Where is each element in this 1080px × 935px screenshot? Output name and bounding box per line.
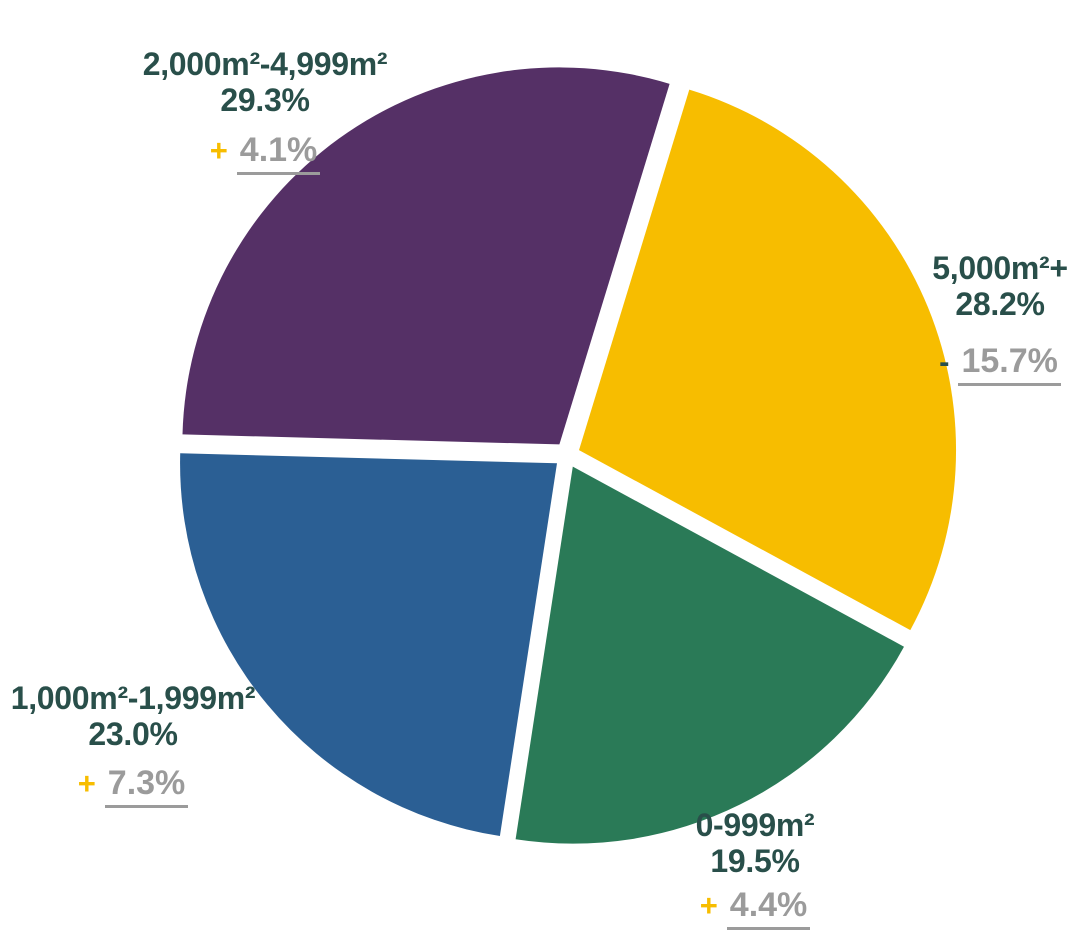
plus-icon: + [209, 133, 228, 168]
slice-change-row: -15.7% [890, 342, 1080, 386]
slice-change-value: 15.7% [958, 342, 1061, 386]
slice-change-value: 4.1% [236, 131, 321, 175]
slice-change-row: +4.1% [100, 131, 430, 175]
minus-icon: - [939, 344, 950, 379]
slice-percentage-label: 29.3% [220, 82, 310, 118]
pie-slice-5000-plus [579, 89, 957, 631]
slice-change-value: 7.3% [104, 764, 189, 808]
slice-change-value: 4.4% [726, 886, 811, 930]
slice-change-row: +7.3% [2, 764, 264, 808]
slice-change-row: +4.4% [624, 886, 886, 930]
slice-label-2000-4999: 2,000m²-4,999m² 29.3% +4.1% [100, 46, 430, 175]
plus-icon: + [77, 766, 96, 801]
slice-percentage-label: 19.5% [710, 843, 800, 879]
pie-slice-1000-1999 [180, 453, 558, 836]
slice-label-0-999: 0-999m² 19.5% +4.4% [624, 807, 886, 930]
slice-percentage-label: 28.2% [955, 286, 1045, 322]
pie-slice-2000-4999 [182, 67, 670, 445]
slice-label-5000-plus: 5,000m²+ 28.2% -15.7% [890, 250, 1080, 386]
slice-label-1000-1999: 1,000m²-1,999m² 23.0% +7.3% [2, 680, 264, 808]
plus-icon: + [699, 888, 718, 923]
slice-category-label: 2,000m²-4,999m² [142, 46, 388, 82]
pie-slice-0-999 [515, 466, 904, 844]
slice-percentage-label: 23.0% [88, 716, 178, 752]
slice-category-label: 1,000m²-1,999m² [10, 680, 256, 716]
slice-category-label: 5,000m²+ [932, 250, 1068, 286]
slice-category-label: 0-999m² [695, 807, 815, 843]
